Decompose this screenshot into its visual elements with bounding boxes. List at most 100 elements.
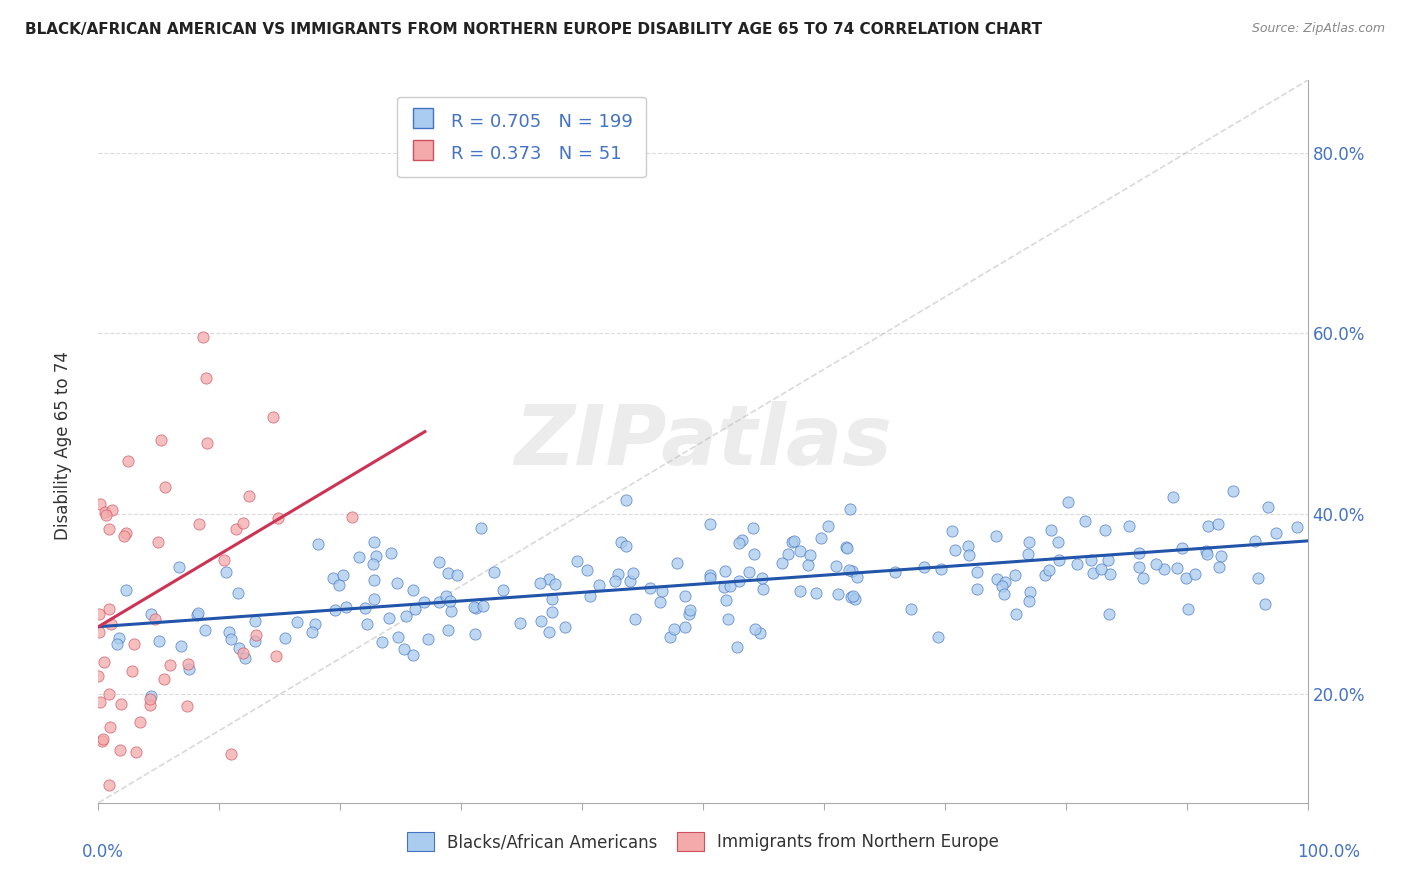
Point — [226, 586, 249, 600]
Point — [94, 508, 117, 523]
Point — [110, 697, 132, 711]
Point — [797, 558, 820, 573]
Point — [717, 612, 740, 626]
Point — [152, 672, 174, 686]
Point — [98, 721, 121, 735]
Point — [789, 584, 811, 599]
Point — [328, 578, 350, 592]
Point — [219, 632, 242, 647]
Point — [98, 602, 121, 616]
Point — [725, 640, 748, 655]
Text: 0.0%: 0.0% — [82, 843, 124, 861]
Point — [323, 602, 346, 616]
Point — [993, 586, 1015, 600]
Point — [817, 519, 839, 533]
Point — [191, 329, 214, 343]
Point — [666, 556, 689, 570]
Point — [1004, 568, 1026, 582]
Point — [699, 517, 721, 532]
Point — [363, 573, 385, 587]
Point — [225, 522, 247, 536]
Point — [264, 648, 287, 663]
Point — [87, 624, 110, 639]
Point — [179, 662, 201, 676]
Point — [537, 572, 560, 586]
Point — [215, 566, 238, 580]
Point — [385, 576, 408, 591]
Point — [1177, 602, 1199, 616]
Point — [148, 535, 170, 549]
Point — [1171, 541, 1194, 555]
Point — [610, 535, 633, 549]
Point — [416, 632, 439, 647]
Point — [780, 535, 803, 549]
Point — [153, 480, 176, 494]
Point — [730, 533, 752, 547]
Point — [437, 566, 460, 580]
Point — [446, 568, 468, 582]
Point — [603, 574, 626, 589]
Point — [1128, 559, 1150, 574]
Point — [727, 574, 749, 588]
Point — [394, 642, 416, 657]
Point — [588, 577, 610, 591]
Point — [1066, 557, 1088, 571]
Point — [121, 664, 143, 678]
Point — [1018, 593, 1040, 607]
Point — [463, 599, 485, 614]
Point — [170, 639, 193, 653]
Point — [267, 510, 290, 524]
Point — [97, 687, 120, 701]
Point — [718, 579, 741, 593]
Point — [966, 565, 988, 579]
Point — [139, 692, 162, 706]
Point — [1144, 558, 1167, 572]
Point — [1040, 523, 1063, 537]
Point — [98, 523, 121, 537]
Point — [927, 630, 949, 644]
Point — [825, 559, 848, 574]
Point — [1097, 553, 1119, 567]
Point — [842, 589, 865, 603]
Point — [1247, 570, 1270, 584]
Point — [332, 568, 354, 582]
Point — [1118, 518, 1140, 533]
Point — [139, 690, 162, 704]
Point — [194, 371, 217, 385]
Point — [129, 714, 152, 729]
Point — [1094, 523, 1116, 537]
Point — [139, 698, 162, 713]
Point — [245, 615, 267, 629]
Point — [1046, 534, 1069, 549]
Point — [371, 635, 394, 649]
Point — [112, 528, 135, 542]
Point — [243, 634, 266, 648]
Point — [839, 590, 862, 604]
Point — [439, 593, 461, 607]
Point — [94, 505, 117, 519]
Point — [114, 526, 136, 541]
Point — [744, 623, 766, 637]
Point — [115, 582, 138, 597]
Point — [741, 521, 763, 535]
Point — [1047, 553, 1070, 567]
Point — [440, 604, 463, 618]
Point — [176, 699, 198, 714]
Point — [751, 571, 773, 585]
Point — [679, 603, 702, 617]
Point — [1195, 543, 1218, 558]
Point — [89, 695, 111, 709]
Point — [844, 592, 866, 607]
Point — [673, 589, 696, 603]
Point — [1098, 607, 1121, 621]
Point — [543, 577, 565, 591]
Point — [176, 657, 198, 671]
Point — [1038, 563, 1060, 577]
Point — [699, 571, 721, 585]
Point — [990, 579, 1012, 593]
Point — [621, 566, 644, 581]
Point — [966, 582, 988, 597]
Point — [186, 607, 208, 622]
Point — [427, 556, 450, 570]
Point — [984, 529, 1007, 543]
